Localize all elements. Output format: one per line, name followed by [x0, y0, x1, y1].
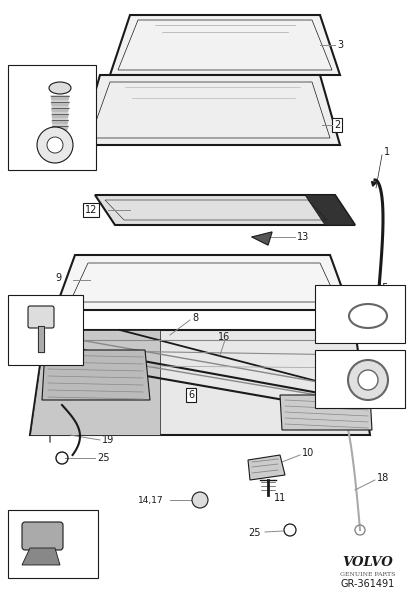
Polygon shape	[52, 126, 68, 130]
Text: 19: 19	[102, 435, 114, 445]
Polygon shape	[52, 114, 68, 118]
Text: 8: 8	[192, 313, 198, 323]
Text: 3: 3	[337, 40, 343, 50]
Polygon shape	[52, 120, 68, 124]
Text: 25: 25	[248, 528, 261, 538]
Polygon shape	[51, 96, 69, 100]
Text: 1: 1	[384, 147, 390, 157]
Text: 11: 11	[274, 493, 286, 503]
FancyBboxPatch shape	[315, 350, 405, 408]
FancyBboxPatch shape	[8, 295, 83, 365]
Text: 2: 2	[334, 120, 340, 130]
Polygon shape	[280, 395, 372, 430]
Text: 12: 12	[85, 205, 97, 215]
Text: 25: 25	[97, 453, 109, 463]
FancyBboxPatch shape	[8, 65, 96, 170]
Polygon shape	[30, 330, 160, 435]
Circle shape	[37, 127, 73, 163]
Text: 18: 18	[377, 473, 389, 483]
Text: 5: 5	[18, 143, 24, 153]
Text: VOLVO: VOLVO	[343, 555, 393, 569]
Text: GR-361491: GR-361491	[341, 579, 395, 589]
Text: GENUINE PARTS: GENUINE PARTS	[340, 572, 396, 576]
Polygon shape	[55, 255, 350, 310]
Text: 15: 15	[377, 283, 389, 293]
Text: 20: 20	[14, 513, 25, 522]
Polygon shape	[330, 290, 362, 310]
Ellipse shape	[49, 82, 71, 94]
FancyBboxPatch shape	[22, 522, 63, 550]
Polygon shape	[95, 195, 355, 225]
Polygon shape	[110, 15, 340, 75]
Polygon shape	[51, 108, 69, 112]
Text: 6: 6	[188, 390, 194, 400]
Polygon shape	[38, 326, 44, 352]
Circle shape	[348, 360, 388, 400]
FancyBboxPatch shape	[8, 510, 98, 578]
Text: 16: 16	[218, 332, 230, 342]
FancyBboxPatch shape	[28, 306, 54, 328]
Text: 14,17: 14,17	[138, 495, 164, 504]
Text: 7: 7	[14, 310, 20, 320]
Text: 10: 10	[302, 448, 314, 458]
Text: 9: 9	[55, 273, 61, 283]
Text: 13: 13	[297, 232, 309, 242]
Polygon shape	[80, 75, 340, 145]
Text: 4: 4	[18, 90, 24, 100]
Text: 21, 23: 21, 23	[320, 290, 349, 299]
Polygon shape	[248, 455, 285, 480]
Polygon shape	[305, 195, 355, 225]
FancyBboxPatch shape	[315, 285, 405, 343]
Polygon shape	[42, 350, 150, 400]
Text: 22, 24: 22, 24	[320, 353, 348, 362]
Circle shape	[358, 370, 378, 390]
Circle shape	[192, 492, 208, 508]
Polygon shape	[252, 232, 272, 245]
Polygon shape	[51, 102, 69, 106]
Circle shape	[47, 137, 63, 153]
Polygon shape	[22, 548, 60, 565]
Polygon shape	[30, 330, 370, 435]
